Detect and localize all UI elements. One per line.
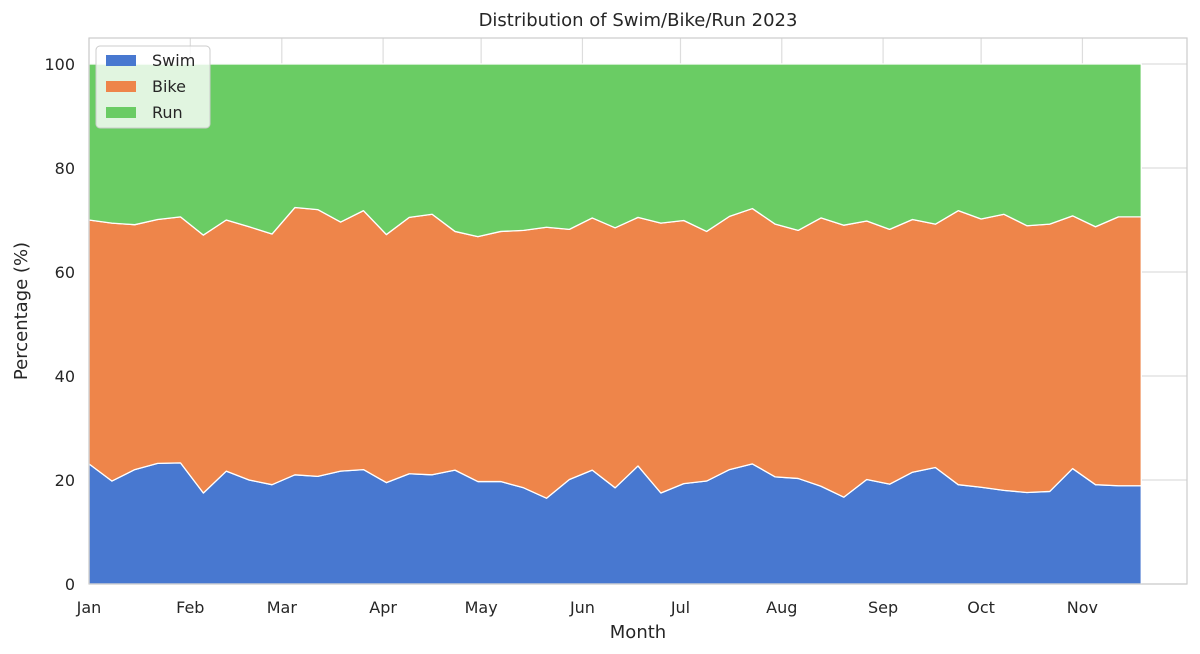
y-tick-label: 60 [55,263,75,282]
y-tick-label: 100 [44,55,75,74]
legend-label-bike: Bike [152,77,186,96]
x-tick-label: Oct [967,598,995,617]
y-tick-label: 0 [65,575,75,594]
x-tick-label: May [465,598,498,617]
x-tick-label: Jun [569,598,595,617]
y-ticks: 0 20 40 60 80 100 [44,55,75,594]
x-tick-label: Jan [76,598,102,617]
x-tick-label: Nov [1067,598,1098,617]
x-axis-label: Month [610,622,666,643]
x-tick-label: Jul [670,598,690,617]
y-tick-label: 40 [55,367,75,386]
chart-title: Distribution of Swim/Bike/Run 2023 [479,10,798,31]
x-tick-label: Feb [176,598,204,617]
x-tick-label: Apr [369,598,397,617]
x-ticks: Jan Feb Mar Apr May Jun Jul Aug Sep Oct Nov [76,598,1098,617]
x-tick-label: Sep [868,598,898,617]
y-tick-label: 20 [55,471,75,490]
plot-frame [88,37,1188,585]
y-axis-label: Percentage (%) [11,242,32,380]
area-bike [88,206,1142,499]
legend: Swim Bike Run [95,45,211,129]
legend-swatch-run [106,107,136,118]
legend-swatch-swim [106,55,136,66]
x-tick-label: Mar [267,598,298,617]
legend-swatch-bike [106,81,136,92]
area-run [88,63,1142,238]
stacked-areas [88,63,1142,585]
legend-label-run: Run [152,103,183,122]
legend-label-swim: Swim [152,51,195,70]
x-tick-label: Aug [766,598,797,617]
y-tick-label: 80 [55,159,75,178]
